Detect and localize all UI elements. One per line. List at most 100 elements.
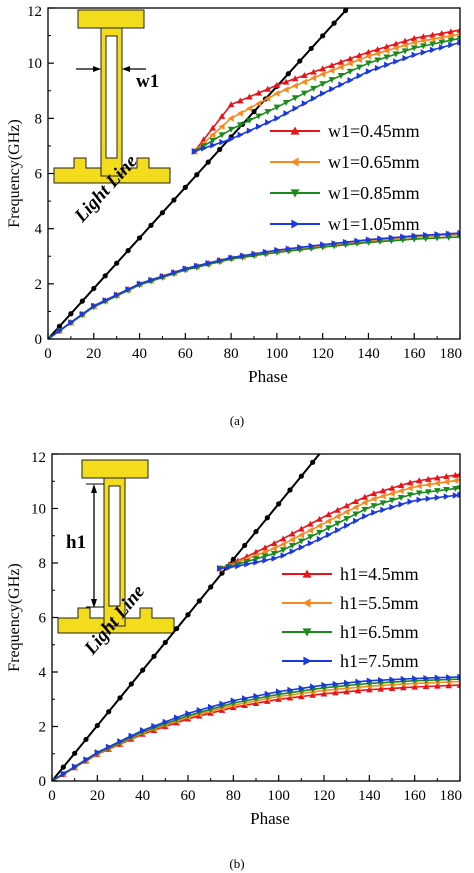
data-point: [456, 485, 460, 492]
data-point: [438, 30, 445, 37]
data-point: [325, 511, 332, 518]
data-point: [457, 673, 460, 681]
data-point: [374, 50, 381, 57]
data-point: [218, 132, 226, 139]
data-point: [420, 43, 427, 50]
data-point: [316, 529, 323, 536]
data-point: [280, 552, 287, 559]
data-point: [400, 233, 407, 241]
light-line-point: [182, 184, 188, 190]
data-point: [411, 683, 418, 690]
data-point: [422, 683, 430, 690]
data-point: [72, 763, 78, 770]
data-point: [117, 738, 124, 745]
light-line-point: [171, 197, 177, 203]
light-line-point: [72, 750, 78, 756]
data-point: [445, 230, 452, 238]
light-line-point: [151, 653, 157, 659]
data-point: [352, 511, 360, 518]
data-point: [365, 48, 372, 55]
data-point: [201, 145, 207, 152]
y-tick-label: 0: [39, 774, 47, 790]
data-point: [310, 68, 317, 75]
data-point: [374, 46, 381, 53]
light-line-point: [79, 298, 85, 304]
data-point: [392, 44, 399, 52]
data-point: [456, 478, 460, 482]
data-point: [292, 105, 299, 112]
data-point: [434, 479, 440, 487]
data-point: [283, 110, 290, 117]
data-point: [279, 535, 287, 542]
data-point: [285, 245, 292, 253]
data-point: [319, 70, 326, 78]
data-point: [416, 496, 423, 504]
data-point: [452, 477, 459, 484]
light-line-point: [251, 108, 257, 115]
data-point: [334, 513, 341, 520]
data-point: [246, 93, 253, 100]
dimension-arrowhead-bottom: [91, 599, 97, 608]
inset-structure-a: w1: [53, 9, 171, 184]
data-point: [334, 526, 341, 534]
light-line-point: [185, 612, 191, 618]
data-point: [397, 494, 405, 501]
legend-label: w1=0.45mm: [328, 121, 420, 141]
data-point: [355, 52, 363, 59]
data-point: [393, 58, 400, 65]
y-axis-title: Frequency(GHz): [6, 563, 23, 671]
data-point: [253, 559, 260, 566]
data-point: [125, 286, 132, 293]
data-point: [301, 78, 307, 86]
data-point: [334, 506, 341, 513]
data-point: [347, 76, 354, 84]
data-point: [320, 690, 328, 697]
data-point: [264, 109, 272, 116]
data-point: [371, 509, 378, 516]
data-point: [298, 685, 305, 692]
dimension-arrowhead-right: [122, 66, 130, 72]
data-point: [228, 135, 235, 143]
light-line-point: [196, 598, 202, 604]
data-point: [361, 493, 369, 500]
inset-slot: [105, 35, 118, 159]
data-point: [273, 81, 281, 88]
data-point: [379, 487, 387, 494]
data-point: [337, 58, 345, 65]
data-point: [316, 515, 323, 522]
data-point: [429, 35, 436, 43]
light-line-point: [140, 667, 146, 673]
data-point: [410, 45, 418, 52]
data-point: [217, 257, 223, 264]
data-point: [438, 34, 445, 41]
light-line-point: [264, 515, 270, 521]
data-point: [298, 531, 304, 539]
series-group-b: [52, 471, 460, 781]
data-point: [297, 244, 304, 251]
x-tick-label: 20: [86, 346, 101, 362]
data-point: [239, 252, 246, 260]
light-line-point: [114, 260, 120, 266]
data-point: [309, 691, 316, 698]
light-line-point: [321, 446, 326, 451]
data-point: [241, 702, 248, 709]
data-point: [352, 503, 359, 511]
figure-caption: (a): [230, 413, 244, 428]
data-point: [282, 78, 290, 85]
data-point: [397, 482, 405, 488]
y-tick-label: 4: [39, 665, 47, 681]
data-point: [217, 565, 224, 572]
legend-label: h1=5.5mm: [340, 593, 419, 613]
x-tick-label: 120: [311, 346, 334, 362]
data-point: [361, 499, 368, 506]
inset-top-bar: [81, 459, 149, 479]
data-point: [410, 39, 417, 46]
data-point: [288, 530, 296, 537]
data-point: [262, 248, 269, 256]
data-point: [338, 81, 345, 88]
data-point: [218, 112, 226, 119]
data-point: [429, 46, 436, 54]
light-line-point: [194, 172, 200, 178]
data-point: [56, 327, 63, 335]
data-point: [237, 131, 244, 139]
